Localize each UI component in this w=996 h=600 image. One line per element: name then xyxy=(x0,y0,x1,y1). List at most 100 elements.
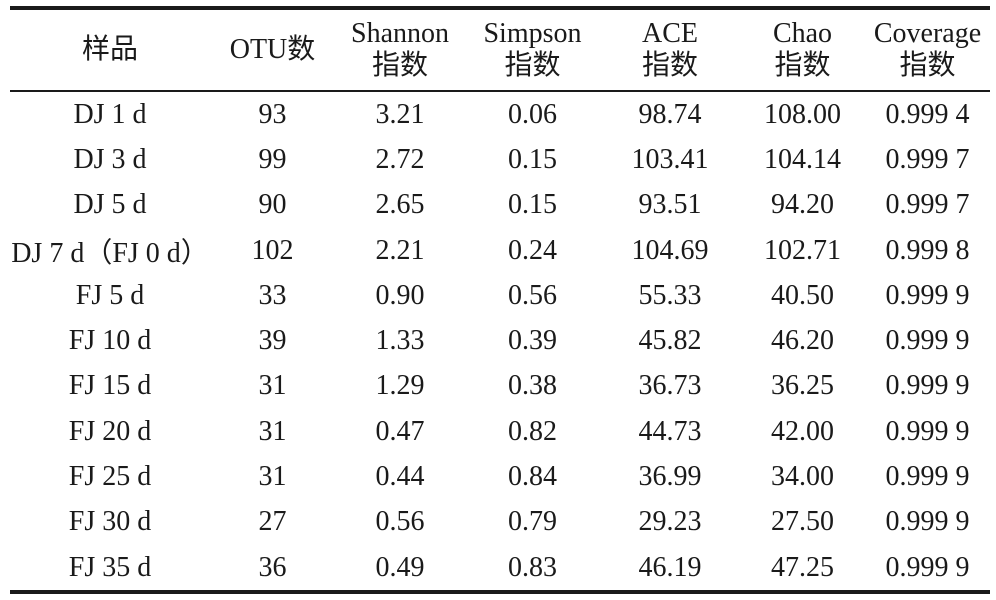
table-top-rule xyxy=(10,6,990,10)
cell-chao: 102.71 xyxy=(764,234,841,266)
cell-shannon: 0.90 xyxy=(375,279,425,311)
cell-coverage: 0.999 9 xyxy=(885,551,970,583)
cell-sample: DJ 5 d xyxy=(73,189,147,221)
cell-chao: 104.14 xyxy=(764,143,841,175)
cell-simpson: 0.84 xyxy=(508,461,557,493)
cell-otu-count: 102 xyxy=(251,234,294,266)
cell-ace: 44.73 xyxy=(638,415,702,447)
cell-shannon: 0.44 xyxy=(375,461,425,493)
header-otu-count: OTU数 xyxy=(210,10,335,90)
cell-sample: DJ 3 d xyxy=(73,143,147,175)
cell-coverage: 0.999 9 xyxy=(885,325,970,357)
cell-simpson: 0.15 xyxy=(508,143,557,175)
header-chao-label: Chao xyxy=(772,18,833,49)
cell-chao: 34.00 xyxy=(771,461,834,493)
cell-simpson: 0.06 xyxy=(508,98,557,130)
cell-otu-count: 99 xyxy=(258,143,287,175)
cell-ace: 36.73 xyxy=(638,370,702,402)
header-simpson: Simpson 指数 xyxy=(465,10,600,90)
cell-simpson: 0.83 xyxy=(508,551,557,583)
table-row: DJ 7 d（FJ 0 d） 102 2.21 0.24 104.69 102.71 0.9… xyxy=(10,228,990,273)
table-header: 样品 OTU数 Shannon 指数 Simpson 指数 ACE 指数 xyxy=(10,10,990,90)
cell-shannon: 2.72 xyxy=(375,143,425,175)
cell-sample: FJ 30 d xyxy=(68,506,152,538)
header-otu-label: OTU数 xyxy=(229,34,316,65)
alpha-diversity-table-body: DJ 1 d 93 3.21 0.06 98.74 108.00 0.999 4 DJ 3 d… xyxy=(10,92,990,590)
cell-chao: 36.25 xyxy=(771,370,834,402)
cell-chao: 94.20 xyxy=(771,189,834,221)
cell-otu-count: 90 xyxy=(258,189,287,221)
table-row: FJ 30 d 27 0.56 0.79 29.23 27.50 0.999 9 xyxy=(10,500,990,545)
header-ace-sublabel: 指数 xyxy=(641,50,698,81)
cell-sample: FJ 20 d xyxy=(68,415,152,447)
table-row: FJ 5 d 33 0.90 0.56 55.33 40.50 0.999 9 xyxy=(10,273,990,318)
cell-coverage: 0.999 8 xyxy=(885,234,970,266)
cell-ace: 104.69 xyxy=(631,234,709,266)
header-ace: ACE 指数 xyxy=(600,10,740,90)
cell-otu-count: 31 xyxy=(258,370,287,402)
header-shannon-label: Shannon xyxy=(351,18,449,49)
header-simpson-sublabel: 指数 xyxy=(504,50,561,81)
header-shannon-sublabel: 指数 xyxy=(371,50,428,81)
cell-shannon: 1.33 xyxy=(375,325,425,357)
header-ace-label: ACE xyxy=(642,18,698,49)
cell-coverage: 0.999 4 xyxy=(885,98,970,130)
cell-shannon: 3.21 xyxy=(375,98,425,130)
header-coverage: Coverage 指数 xyxy=(865,10,990,90)
cell-ace: 36.99 xyxy=(638,461,702,493)
cell-simpson: 0.15 xyxy=(508,189,557,221)
cell-simpson: 0.38 xyxy=(508,370,557,402)
cell-otu-count: 33 xyxy=(258,279,287,311)
table-header-rule xyxy=(10,90,990,92)
cell-sample: DJ 1 d xyxy=(73,98,147,130)
cell-sample: FJ 35 d xyxy=(68,551,152,583)
table-bottom-rule xyxy=(10,590,990,595)
table-row: FJ 20 d 31 0.47 0.82 44.73 42.00 0.999 9 xyxy=(10,409,990,454)
cell-shannon: 2.65 xyxy=(375,189,425,221)
header-chao-sublabel: 指数 xyxy=(774,50,831,81)
cell-coverage: 0.999 7 xyxy=(885,189,970,221)
table-row: DJ 3 d 99 2.72 0.15 103.41 104.14 0.999 7 xyxy=(10,137,990,182)
cell-sample: FJ 10 d xyxy=(68,325,152,357)
cell-shannon: 1.29 xyxy=(375,370,425,402)
cell-ace: 93.51 xyxy=(638,189,702,221)
cell-shannon: 2.21 xyxy=(375,234,425,266)
cell-otu-count: 36 xyxy=(258,551,287,583)
cell-otu-count: 27 xyxy=(258,506,287,538)
cell-chao: 46.20 xyxy=(771,325,834,357)
header-row: 样品 OTU数 Shannon 指数 Simpson 指数 ACE 指数 xyxy=(10,10,990,90)
cell-ace: 98.74 xyxy=(638,98,702,130)
cell-ace: 103.41 xyxy=(631,143,709,175)
data-table-container: 样品 OTU数 Shannon 指数 Simpson 指数 ACE 指数 xyxy=(10,6,990,595)
cell-shannon: 0.49 xyxy=(375,551,425,583)
cell-coverage: 0.999 9 xyxy=(885,415,970,447)
table-row: FJ 15 d 31 1.29 0.38 36.73 36.25 0.999 9 xyxy=(10,364,990,409)
cell-otu-count: 39 xyxy=(258,325,287,357)
cell-chao: 27.50 xyxy=(771,506,834,538)
header-coverage-sublabel: 指数 xyxy=(899,50,956,81)
cell-ace: 45.82 xyxy=(638,325,702,357)
cell-coverage: 0.999 9 xyxy=(885,461,970,493)
cell-chao: 40.50 xyxy=(771,279,834,311)
table-row: FJ 10 d 39 1.33 0.39 45.82 46.20 0.999 9 xyxy=(10,318,990,363)
cell-otu-count: 93 xyxy=(258,98,287,130)
table-row: DJ 1 d 93 3.21 0.06 98.74 108.00 0.999 4 xyxy=(10,92,990,137)
header-chao: Chao 指数 xyxy=(740,10,865,90)
cell-chao: 47.25 xyxy=(771,551,834,583)
alpha-diversity-table: 样品 OTU数 Shannon 指数 Simpson 指数 ACE 指数 xyxy=(10,10,990,90)
cell-coverage: 0.999 9 xyxy=(885,370,970,402)
table-row: DJ 5 d 90 2.65 0.15 93.51 94.20 0.999 7 xyxy=(10,183,990,228)
cell-coverage: 0.999 9 xyxy=(885,506,970,538)
cell-otu-count: 31 xyxy=(258,461,287,493)
table-row: FJ 35 d 36 0.49 0.83 46.19 47.25 0.999 9 xyxy=(10,545,990,590)
cell-shannon: 0.56 xyxy=(375,506,425,538)
cell-shannon: 0.47 xyxy=(375,415,425,447)
cell-simpson: 0.39 xyxy=(508,325,557,357)
cell-simpson: 0.56 xyxy=(508,279,557,311)
cell-otu-count: 31 xyxy=(258,415,287,447)
cell-sample: FJ 25 d xyxy=(68,461,152,493)
cell-coverage: 0.999 9 xyxy=(885,279,970,311)
cell-sample: DJ 7 d（FJ 0 d） xyxy=(11,237,209,269)
header-coverage-label: Coverage xyxy=(873,18,982,49)
header-sample-label: 样品 xyxy=(81,34,138,65)
